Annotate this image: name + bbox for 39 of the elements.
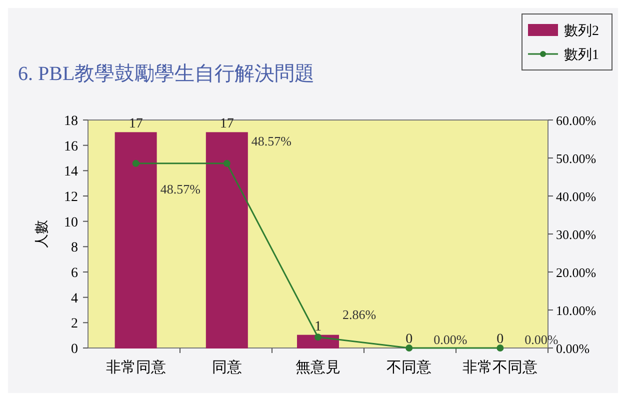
x-tick-label: 同意	[212, 359, 242, 376]
y-tick-label: 10	[64, 215, 78, 230]
y-tick-label: 2	[71, 316, 78, 332]
data-label: 1	[314, 319, 322, 334]
data-label: 0.00%	[434, 332, 468, 347]
y-tick-label: 0	[71, 342, 78, 357]
y-axis-title: 人數	[34, 220, 50, 248]
point	[496, 344, 504, 352]
point	[406, 344, 413, 352]
y-tick-label: 8	[71, 240, 78, 256]
y-tick-label: 14	[64, 164, 78, 180]
y-tick-label: 18	[64, 114, 78, 129]
x-tick-label: 非常同意	[106, 359, 166, 376]
y2-tick-label: 40.00%	[556, 189, 596, 204]
y2-tick-label: 10.00%	[556, 303, 596, 318]
x-tick-label: 不同意	[386, 359, 432, 376]
data-label: 48.57%	[160, 181, 201, 196]
data-label: 48.57%	[251, 133, 292, 148]
y2-tick-label: 50.00%	[556, 151, 596, 166]
x-tick-label: 無意見	[296, 359, 340, 376]
legend-label: 數列1	[564, 47, 599, 63]
y-tick-label: 4	[71, 291, 78, 306]
data-label: 17	[128, 116, 143, 132]
x-tick-label: 非常不同意	[462, 359, 538, 376]
y2-tick-label: 20.00%	[556, 265, 596, 280]
data-label: 0	[406, 332, 413, 347]
point	[132, 160, 140, 167]
chart-title: 6. PBL教學鼓勵學生自行解決問題	[18, 63, 315, 85]
data-label: 0	[496, 332, 504, 347]
data-label: 2.86%	[342, 307, 376, 322]
y2-tick-label: 30.00%	[556, 227, 596, 242]
point	[314, 334, 322, 341]
y-tick-label: 6	[71, 266, 78, 281]
data-label: 17	[220, 116, 234, 132]
point	[223, 160, 230, 167]
legend-label: 數列2	[564, 23, 599, 39]
y-tick-label: 16	[64, 139, 78, 154]
y2-tick-label: 60.00%	[556, 113, 596, 128]
y-tick-label: 12	[64, 190, 78, 205]
